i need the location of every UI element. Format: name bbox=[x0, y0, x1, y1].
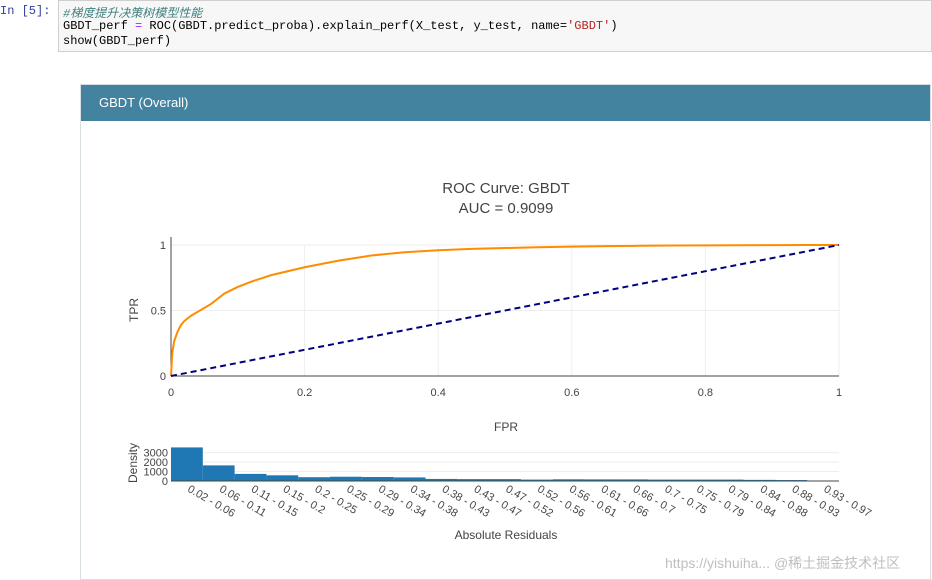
hist-bar bbox=[457, 479, 490, 481]
code-string: 'GBDT' bbox=[567, 19, 611, 33]
hist-bar bbox=[361, 477, 394, 481]
code-cell[interactable]: #梯度提升决策树模型性能 GBDT_perf = ROC(GBDT.predic… bbox=[58, 0, 932, 52]
x-tick-label: 0.2 bbox=[297, 387, 312, 399]
hist-bar bbox=[552, 479, 585, 481]
code-line-3: show(GBDT_perf) bbox=[63, 34, 172, 48]
hist-bar bbox=[743, 479, 776, 481]
y-tick-label: 0 bbox=[160, 371, 166, 383]
x-tick-label: 1 bbox=[836, 387, 842, 399]
hist-bar bbox=[234, 473, 267, 481]
hist-bar bbox=[616, 479, 649, 481]
code-line-2: GBDT_perf = ROC(GBDT.predict_proba).expl… bbox=[63, 19, 618, 33]
y-tick-label: 1 bbox=[160, 240, 166, 252]
code-text: ROC(GBDT.predict_proba).explain_perf(X_t… bbox=[142, 19, 568, 33]
hist-bar bbox=[393, 477, 426, 481]
hist-bar bbox=[648, 479, 680, 481]
code-text: GBDT_perf bbox=[63, 19, 136, 33]
y-tick-label: 0.5 bbox=[151, 306, 166, 318]
x-tick-label: 0.6 bbox=[564, 387, 579, 399]
hist-y-axis-label: Density bbox=[126, 443, 140, 483]
hist-bar bbox=[711, 479, 744, 481]
hist-bar bbox=[489, 479, 521, 481]
hist-bar bbox=[425, 478, 458, 481]
hist-y-tick-label: 3000 bbox=[144, 448, 168, 460]
hist-bar bbox=[584, 479, 617, 481]
chart-title: ROC Curve: GBDT bbox=[442, 180, 570, 197]
panel-header: GBDT (Overall) bbox=[81, 85, 930, 121]
code-operator: = bbox=[135, 19, 143, 33]
y-axis-label: TPR bbox=[127, 298, 141, 322]
code-text: ) bbox=[610, 19, 618, 33]
hist-bar bbox=[298, 477, 331, 481]
hist-bar bbox=[171, 447, 203, 481]
code-comment: #梯度提升决策树模型性能 bbox=[63, 7, 203, 21]
x-tick-label: 0.8 bbox=[698, 387, 713, 399]
hist-y-tick-label: 2000 bbox=[144, 457, 168, 469]
hist-bar bbox=[679, 479, 712, 481]
baseline-diagonal-line bbox=[170, 244, 840, 377]
performance-panel: GBDT (Overall) bbox=[80, 84, 931, 580]
chart-subtitle: AUC = 0.9099 bbox=[459, 200, 554, 217]
hist-y-tick-label: 0 bbox=[162, 476, 168, 488]
hist-bar bbox=[202, 465, 235, 481]
hist-y-tick-label: 1000 bbox=[144, 467, 168, 479]
x-tick-label: 0.4 bbox=[431, 387, 446, 399]
hist-x-axis-label: Absolute Residuals bbox=[455, 528, 558, 542]
x-axis-label: FPR bbox=[494, 420, 518, 434]
roc-curve-line bbox=[170, 244, 839, 377]
hist-bar bbox=[266, 475, 299, 481]
hist-bar bbox=[520, 479, 553, 481]
panel-title: GBDT (Overall) bbox=[99, 95, 189, 110]
hist-bar bbox=[330, 476, 362, 481]
watermark: https://yishuiha... @稀土掘金技术社区 bbox=[665, 555, 901, 571]
x-tick-label: 0 bbox=[168, 387, 174, 399]
input-prompt: In [5]: bbox=[0, 4, 51, 18]
